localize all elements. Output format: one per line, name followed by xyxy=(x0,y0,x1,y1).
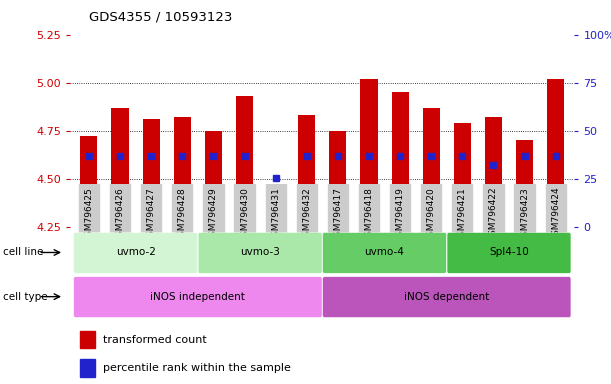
Bar xyxy=(454,123,471,227)
Bar xyxy=(235,184,255,234)
Text: GSM796423: GSM796423 xyxy=(520,187,529,242)
Bar xyxy=(296,184,317,234)
Text: iNOS independent: iNOS independent xyxy=(150,291,245,302)
Bar xyxy=(203,184,224,234)
Bar xyxy=(172,184,192,234)
Text: GSM796428: GSM796428 xyxy=(178,187,187,242)
Text: GSM796432: GSM796432 xyxy=(302,187,311,242)
FancyBboxPatch shape xyxy=(323,277,571,318)
Bar xyxy=(266,184,286,234)
Bar xyxy=(174,117,191,227)
Bar xyxy=(205,131,222,227)
Text: GSM796417: GSM796417 xyxy=(334,187,342,242)
Text: GSM796418: GSM796418 xyxy=(365,187,373,242)
Bar xyxy=(267,207,284,227)
Bar xyxy=(485,117,502,227)
Text: GSM796425: GSM796425 xyxy=(84,187,93,242)
Text: uvmo-2: uvmo-2 xyxy=(115,247,156,258)
Bar xyxy=(421,184,441,234)
Text: uvmo-4: uvmo-4 xyxy=(365,247,404,258)
FancyBboxPatch shape xyxy=(198,233,322,273)
Bar xyxy=(111,108,128,227)
Bar xyxy=(392,92,409,227)
Text: transformed count: transformed count xyxy=(103,335,207,345)
Text: percentile rank within the sample: percentile rank within the sample xyxy=(103,363,291,373)
Bar xyxy=(452,184,472,234)
Bar xyxy=(81,331,95,348)
Text: GSM796431: GSM796431 xyxy=(271,187,280,242)
Bar xyxy=(79,184,99,234)
Text: iNOS dependent: iNOS dependent xyxy=(404,291,489,302)
Bar xyxy=(514,184,535,234)
Bar xyxy=(329,131,346,227)
FancyBboxPatch shape xyxy=(74,277,322,318)
Text: GSM796429: GSM796429 xyxy=(209,187,218,242)
Text: GSM796421: GSM796421 xyxy=(458,187,467,242)
Text: GSM796424: GSM796424 xyxy=(551,187,560,242)
Text: Spl4-10: Spl4-10 xyxy=(489,247,529,258)
Bar xyxy=(546,184,566,234)
Bar xyxy=(547,79,564,227)
Text: GSM796420: GSM796420 xyxy=(426,187,436,242)
Text: GSM796427: GSM796427 xyxy=(147,187,156,242)
Bar xyxy=(483,184,503,234)
Text: cell type: cell type xyxy=(3,291,48,302)
Bar xyxy=(81,359,95,377)
Text: uvmo-3: uvmo-3 xyxy=(240,247,280,258)
Text: GSM796430: GSM796430 xyxy=(240,187,249,242)
FancyBboxPatch shape xyxy=(74,233,197,273)
Bar xyxy=(110,184,130,234)
Text: GSM796422: GSM796422 xyxy=(489,187,498,242)
Bar xyxy=(298,115,315,227)
Text: GSM796419: GSM796419 xyxy=(395,187,404,242)
FancyBboxPatch shape xyxy=(323,233,447,273)
Text: GSM796426: GSM796426 xyxy=(115,187,125,242)
Bar xyxy=(516,140,533,227)
Text: cell line: cell line xyxy=(3,247,43,258)
Bar xyxy=(142,119,159,227)
Bar xyxy=(359,184,379,234)
Text: GDS4355 / 10593123: GDS4355 / 10593123 xyxy=(89,10,232,23)
Bar xyxy=(327,184,348,234)
Bar xyxy=(423,108,440,227)
Bar xyxy=(81,136,98,227)
Bar xyxy=(236,96,253,227)
FancyBboxPatch shape xyxy=(447,233,571,273)
Bar xyxy=(141,184,161,234)
Bar xyxy=(390,184,410,234)
Bar xyxy=(360,79,378,227)
